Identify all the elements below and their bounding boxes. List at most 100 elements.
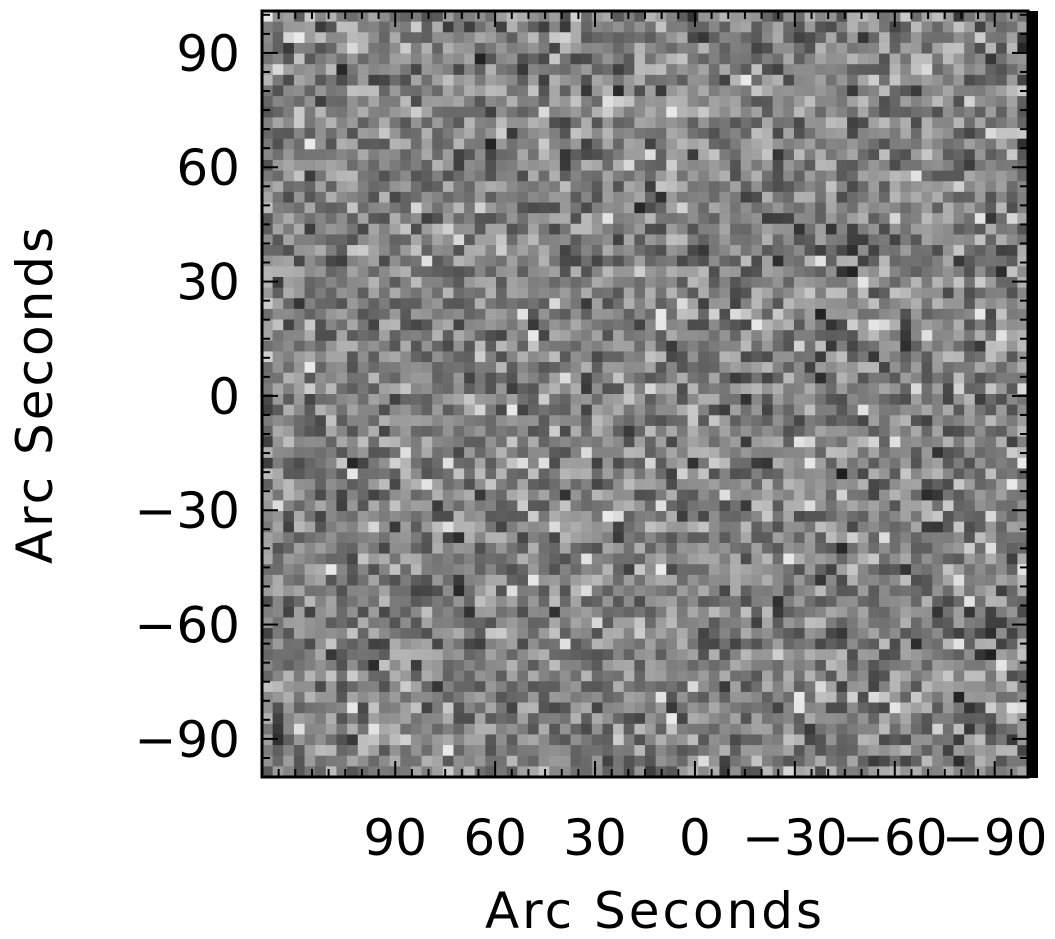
heatmap-cell [496,21,508,33]
heatmap-cell [432,298,444,310]
heatmap-cell [570,287,582,299]
heatmap-cell [964,394,976,406]
heatmap-cell [762,702,774,714]
heatmap-cell [357,574,369,587]
heatmap-cell [304,128,316,140]
heatmap-cell [740,308,752,321]
heatmap-cell [730,681,742,693]
heatmap-cell [847,170,859,182]
heatmap-cell [272,394,284,406]
heatmap-cell [453,340,465,353]
heatmap-cell [836,223,848,236]
heatmap-cell [932,255,944,267]
heatmap-cell [974,702,987,714]
heatmap-cell [751,596,763,608]
heatmap-cell [655,64,667,76]
heatmap-cell [283,53,295,65]
heatmap-cell [666,266,678,278]
heatmap-cell [336,64,348,76]
heatmap-cell [921,340,933,353]
heatmap-cell [581,500,593,512]
heatmap-cell [272,404,284,416]
heatmap-cell [591,255,604,267]
heatmap-cell [379,691,391,704]
heatmap-cell [687,362,699,374]
heatmap-cell [442,649,455,661]
heatmap-cell [293,415,306,427]
heatmap-cell [517,691,529,704]
heatmap-cell [623,383,635,395]
heatmap-cell [506,287,518,299]
heatmap-cell [698,479,710,491]
heatmap-cell [645,11,657,23]
heatmap-cell [570,245,582,257]
heatmap-cell [581,457,593,470]
heatmap-cell [517,21,529,33]
heatmap-cell [889,734,901,746]
heatmap-cell [655,521,667,533]
heatmap-cell [634,659,646,672]
heatmap-cell [315,734,327,746]
heatmap-cell [857,638,870,650]
heatmap-cell [613,585,625,597]
heatmap-cell [762,415,774,427]
heatmap-cell [496,553,508,565]
heatmap-cell [357,159,369,172]
heatmap-cell [900,11,912,23]
heatmap-cell [985,213,997,225]
heatmap-cell [804,702,816,714]
heatmap-cell [347,574,359,587]
heatmap-cell [1017,340,1029,353]
heatmap-cell [836,713,848,725]
heatmap-cell [591,74,604,87]
heatmap-cell [357,489,369,501]
heatmap-cell [591,32,604,44]
heatmap-cell [496,606,508,619]
heatmap-cell [719,436,731,448]
heatmap-cell [485,670,497,682]
heatmap-cell [804,138,816,150]
heatmap-cell [634,276,646,289]
heatmap-cell [698,32,710,44]
heatmap-cell [315,340,327,353]
heatmap-cell [974,330,987,342]
heatmap-cell [474,42,487,55]
heatmap-cell [762,74,774,87]
heatmap-cell [793,702,806,714]
heatmap-cell [293,659,306,672]
heatmap-cell [570,372,582,384]
heatmap-cell [825,617,838,629]
heatmap-cell [559,138,572,150]
heatmap-cell [336,11,348,23]
heatmap-cell [315,170,327,182]
heatmap-cell [921,553,933,565]
heatmap-cell [496,308,508,321]
heatmap-cell [889,542,901,555]
heatmap-cell [613,628,625,640]
heatmap-cell [379,628,391,640]
heatmap-cell [336,542,348,555]
heatmap-cell [921,362,933,374]
heatmap-cell [964,298,976,310]
heatmap-cell [730,638,742,650]
heatmap-cell [921,500,933,512]
heatmap-cell [623,276,635,289]
heatmap-cell [591,372,604,384]
heatmap-cell [421,181,433,193]
heatmap-cell [591,223,604,236]
heatmap-cell [432,170,444,182]
heatmap-cell [932,149,944,161]
heatmap-cell [315,415,327,427]
heatmap-cell [464,532,476,544]
heatmap-cell [304,21,316,33]
heatmap-cell [506,340,518,353]
heatmap-cell [953,415,965,427]
heatmap-cell [857,351,870,363]
heatmap-cell [474,745,487,757]
heatmap-cell [496,372,508,384]
heatmap-cell [421,585,433,597]
heatmap-cell [666,447,678,459]
heatmap-cell [496,745,508,757]
heatmap-cell [357,691,369,704]
heatmap-cell [676,42,689,55]
